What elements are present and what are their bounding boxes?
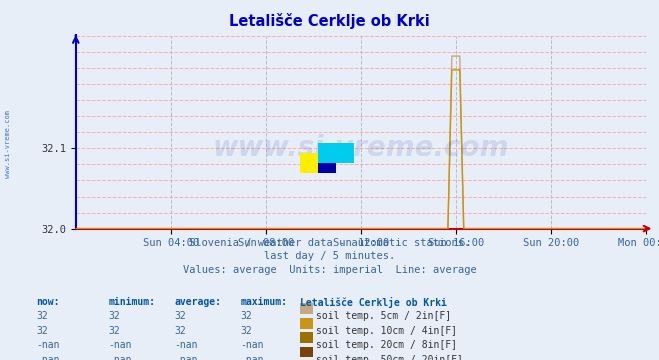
Text: -nan: -nan	[109, 355, 132, 360]
Text: Letališče Cerklje ob Krki: Letališče Cerklje ob Krki	[300, 297, 447, 308]
Text: 32: 32	[241, 311, 252, 321]
Text: 32: 32	[36, 326, 48, 336]
Text: -nan: -nan	[241, 340, 264, 350]
Text: -nan: -nan	[241, 355, 264, 360]
Text: 32: 32	[109, 326, 121, 336]
Text: Values: average  Units: imperial  Line: average: Values: average Units: imperial Line: av…	[183, 265, 476, 275]
Text: soil temp. 5cm / 2in[F]: soil temp. 5cm / 2in[F]	[316, 311, 451, 321]
Text: Letališče Cerklje ob Krki: Letališče Cerklje ob Krki	[229, 13, 430, 28]
Text: 32: 32	[175, 311, 186, 321]
Text: -nan: -nan	[175, 340, 198, 350]
Text: www.si-vreme.com: www.si-vreme.com	[213, 134, 509, 162]
Text: maximum:: maximum:	[241, 297, 287, 307]
Text: now:: now:	[36, 297, 60, 307]
Text: 32: 32	[175, 326, 186, 336]
Text: last day / 5 minutes.: last day / 5 minutes.	[264, 251, 395, 261]
Text: soil temp. 20cm / 8in[F]: soil temp. 20cm / 8in[F]	[316, 340, 457, 350]
Text: 32: 32	[241, 326, 252, 336]
Text: Slovenia / weather data - automatic stations.: Slovenia / weather data - automatic stat…	[189, 238, 470, 248]
Text: www.si-vreme.com: www.si-vreme.com	[5, 110, 11, 178]
Text: 32: 32	[109, 311, 121, 321]
Text: minimum:: minimum:	[109, 297, 156, 307]
Text: average:: average:	[175, 297, 221, 307]
Text: -nan: -nan	[36, 340, 60, 350]
Text: soil temp. 50cm / 20in[F]: soil temp. 50cm / 20in[F]	[316, 355, 463, 360]
Text: -nan: -nan	[175, 355, 198, 360]
Text: soil temp. 10cm / 4in[F]: soil temp. 10cm / 4in[F]	[316, 326, 457, 336]
Text: -nan: -nan	[36, 355, 60, 360]
Text: 32: 32	[36, 311, 48, 321]
Text: -nan: -nan	[109, 340, 132, 350]
